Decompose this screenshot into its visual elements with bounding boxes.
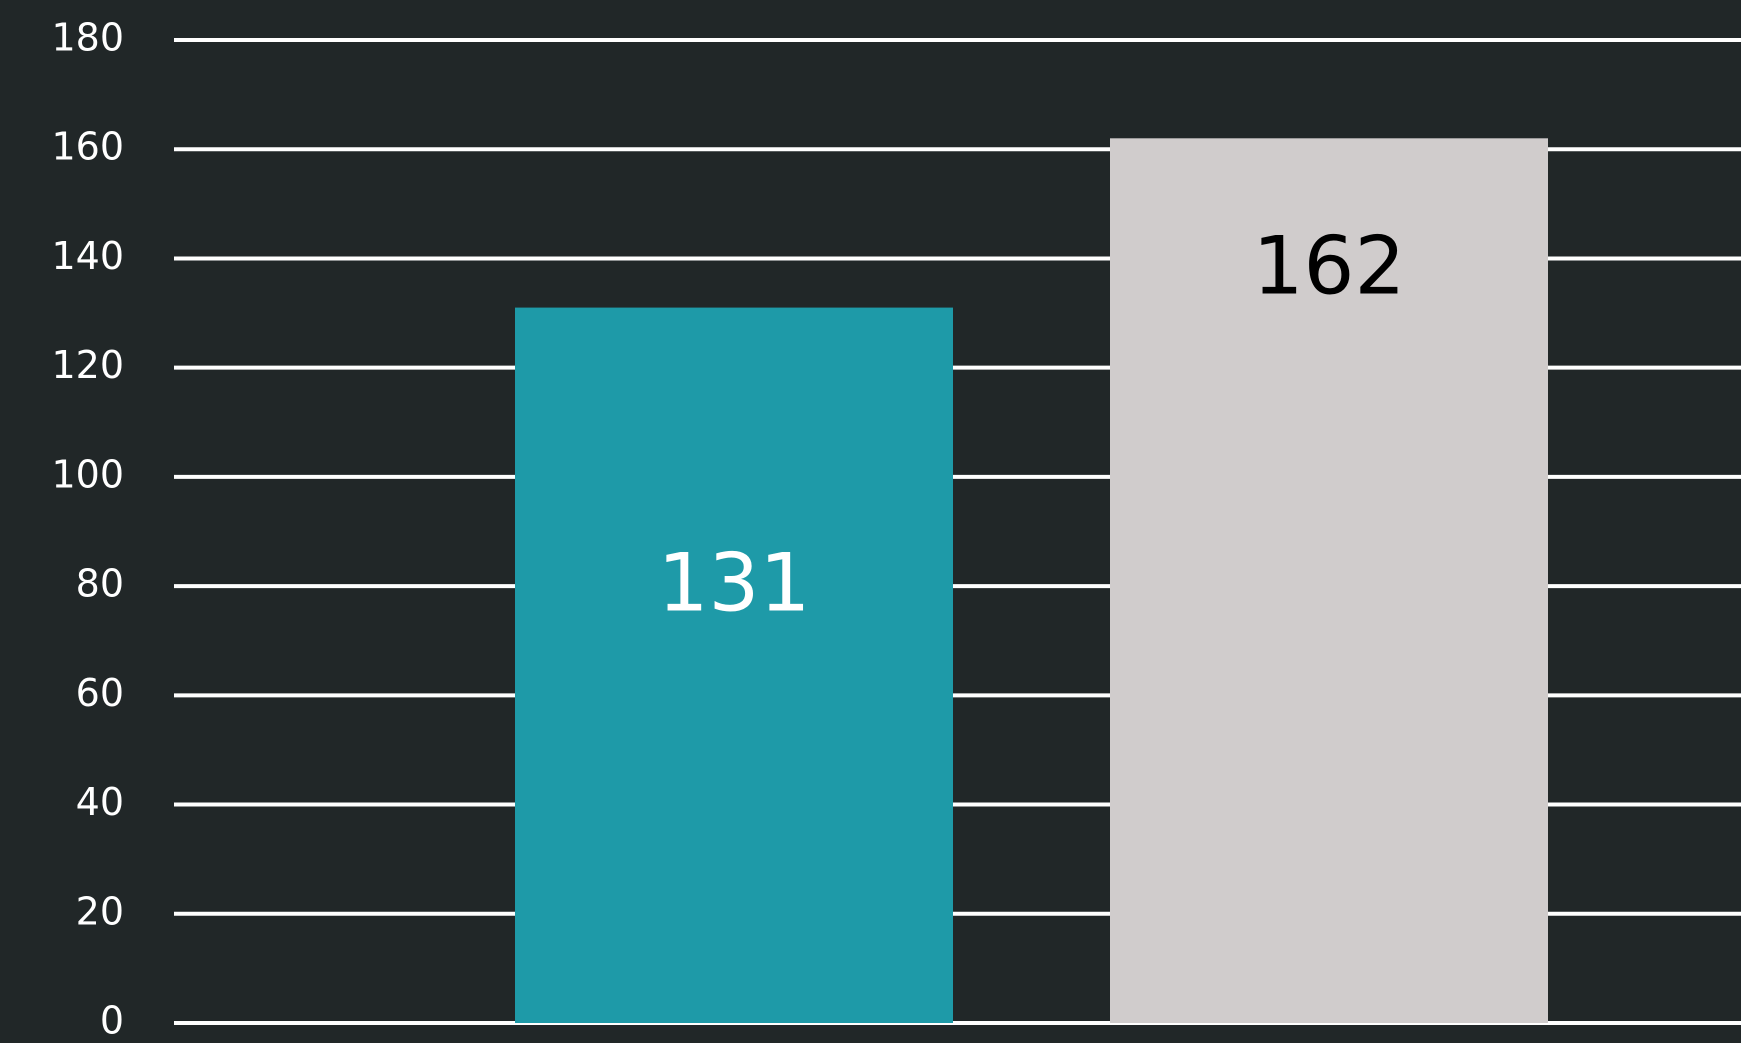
y-tick-label: 120: [51, 343, 124, 387]
y-tick-label: 180: [51, 16, 124, 60]
value-label: 131: [658, 537, 811, 630]
y-tick-label: 80: [76, 562, 124, 606]
bar: [515, 307, 953, 1023]
y-tick-label: 140: [51, 234, 124, 278]
y-tick-label: 160: [51, 125, 124, 169]
y-tick-label: 40: [76, 780, 124, 824]
y-tick-label: 20: [76, 889, 124, 933]
value-label: 162: [1253, 220, 1406, 313]
y-tick-label: 60: [76, 671, 124, 715]
y-tick-label: 100: [51, 452, 124, 496]
bar: [1110, 138, 1548, 1024]
y-tick-label: 0: [100, 999, 124, 1043]
